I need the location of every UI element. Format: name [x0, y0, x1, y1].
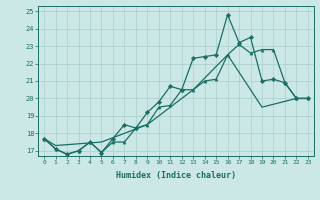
X-axis label: Humidex (Indice chaleur): Humidex (Indice chaleur) — [116, 171, 236, 180]
